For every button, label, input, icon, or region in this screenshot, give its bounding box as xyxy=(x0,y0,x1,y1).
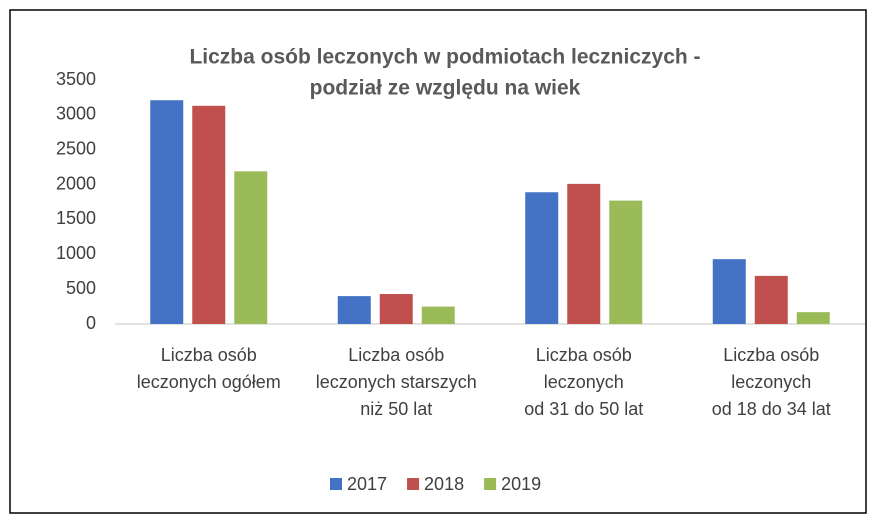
x-tick-label: leczonych starszych xyxy=(316,372,477,392)
bar xyxy=(192,105,226,325)
legend-label: 2017 xyxy=(347,474,387,494)
legend-label: 2018 xyxy=(424,474,464,494)
y-tick-label: 1000 xyxy=(56,243,96,263)
x-tick-label: Liczba osób xyxy=(161,345,257,365)
x-tick-label: leczonych xyxy=(731,372,811,392)
chart-title: Liczba osób leczonych w podmiotach leczn… xyxy=(189,46,700,69)
bar xyxy=(234,171,268,324)
y-tick-label: 0 xyxy=(86,313,96,333)
bar xyxy=(609,200,643,324)
chart-title: podział ze względu na wiek xyxy=(310,77,581,100)
y-tick-label: 2000 xyxy=(56,173,96,193)
y-tick-label: 3500 xyxy=(56,69,96,89)
bar xyxy=(754,275,788,324)
y-tick-label: 2500 xyxy=(56,138,96,158)
x-tick-label: Liczba osób xyxy=(348,345,444,365)
bar xyxy=(150,100,184,325)
bar xyxy=(525,192,559,324)
bar xyxy=(796,312,830,324)
x-tick-label: Liczba osób xyxy=(723,345,819,365)
legend-swatch xyxy=(407,478,420,490)
bar xyxy=(379,294,413,324)
y-tick-label: 1500 xyxy=(56,208,96,228)
x-tick-label: od 31 do 50 lat xyxy=(524,399,643,419)
bar xyxy=(712,259,746,324)
x-tick-label: Liczba osób xyxy=(536,345,632,365)
bar xyxy=(421,306,455,324)
y-tick-label: 3000 xyxy=(56,104,96,124)
x-tick-label: leczonych ogółem xyxy=(137,372,281,392)
legend-swatch xyxy=(330,478,342,490)
y-tick-label: 500 xyxy=(66,278,96,298)
bar xyxy=(567,183,601,324)
legend-label: 2019 xyxy=(501,474,541,494)
x-tick-label: od 18 do 34 lat xyxy=(712,399,831,419)
x-tick-label: leczonych xyxy=(544,372,624,392)
legend-swatch xyxy=(484,478,497,490)
bar xyxy=(337,296,371,324)
x-tick-label: niż 50 lat xyxy=(360,399,432,419)
